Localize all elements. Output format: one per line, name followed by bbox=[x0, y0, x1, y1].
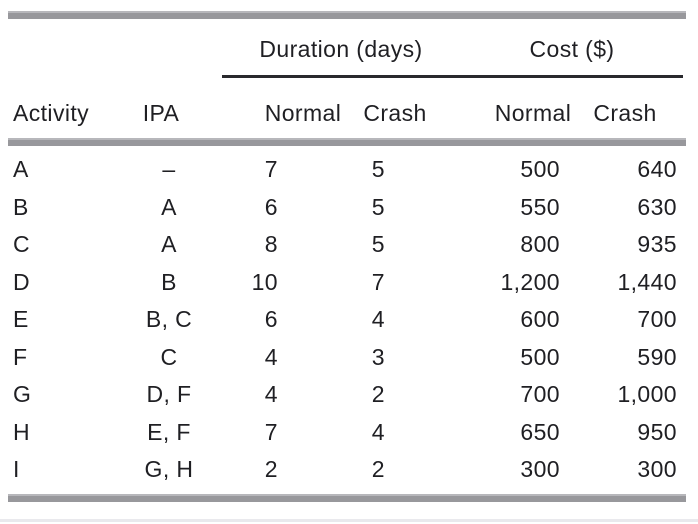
table-row: D B 10 7 1,200 1,440 bbox=[13, 264, 677, 302]
group-header-cost: Cost ($) bbox=[529, 36, 615, 62]
cell-ipa: E, F bbox=[147, 418, 191, 445]
table-bottom-rule bbox=[8, 494, 686, 502]
cell-cost-crash: 590 bbox=[637, 343, 677, 370]
column-header-ipa: IPA bbox=[142, 100, 180, 126]
cell-duration-crash: 5 bbox=[371, 156, 385, 182]
cell-ipa: B, C bbox=[145, 306, 193, 332]
table-row: C A 8 5 800 935 bbox=[13, 226, 677, 264]
column-header-activity: Activity bbox=[13, 100, 90, 126]
table-body: A – 7 5 500 640 B A 6 5 550 630 C A 8 5 … bbox=[13, 151, 677, 489]
cell-activity: D bbox=[13, 268, 31, 295]
table-row: F C 4 3 500 590 bbox=[13, 339, 677, 377]
table-row: A – 7 5 500 640 bbox=[13, 151, 677, 189]
cell-activity: C bbox=[13, 231, 31, 257]
column-header-cost-normal: Normal bbox=[494, 100, 572, 126]
cell-duration-crash: 4 bbox=[371, 306, 385, 332]
cell-duration-crash: 5 bbox=[371, 231, 385, 257]
cell-activity: I bbox=[13, 456, 20, 482]
column-header-cost-crash: Crash bbox=[593, 100, 657, 126]
cell-activity: E bbox=[13, 306, 29, 332]
cell-cost-crash: 630 bbox=[637, 193, 677, 220]
cell-duration-crash: 3 bbox=[371, 343, 385, 370]
cell-cost-normal: 300 bbox=[520, 456, 560, 482]
cell-ipa: A bbox=[161, 193, 177, 220]
cell-activity: B bbox=[13, 193, 29, 220]
cell-duration-normal: 8 bbox=[264, 231, 278, 257]
cell-duration-crash: 7 bbox=[371, 268, 385, 295]
column-header-duration-normal: Normal bbox=[264, 100, 342, 126]
column-header-duration-crash: Crash bbox=[363, 100, 427, 126]
cell-ipa: D, F bbox=[146, 381, 192, 407]
cell-activity: H bbox=[13, 418, 31, 445]
table-top-rule bbox=[8, 11, 686, 19]
page-edge-line bbox=[0, 519, 698, 522]
cell-cost-crash: 300 bbox=[637, 456, 677, 482]
cell-cost-normal: 600 bbox=[520, 306, 560, 332]
cell-cost-normal: 1,200 bbox=[500, 268, 560, 295]
table-row: E B, C 6 4 600 700 bbox=[13, 301, 677, 339]
cell-cost-normal: 500 bbox=[520, 343, 560, 370]
cell-duration-crash: 2 bbox=[371, 381, 385, 407]
cell-ipa: B bbox=[161, 268, 177, 295]
cell-duration-crash: 4 bbox=[371, 418, 385, 445]
cell-duration-normal: 6 bbox=[264, 193, 278, 220]
cell-cost-crash: 640 bbox=[637, 156, 677, 182]
header-separator-rule bbox=[8, 138, 686, 146]
cell-cost-normal: 550 bbox=[520, 193, 560, 220]
cell-cost-normal: 700 bbox=[520, 381, 560, 407]
cell-activity: G bbox=[13, 381, 32, 407]
table-row: H E, F 7 4 650 950 bbox=[13, 414, 677, 452]
cell-cost-crash: 1,000 bbox=[617, 381, 677, 407]
cell-duration-crash: 5 bbox=[371, 193, 385, 220]
cell-duration-normal: 7 bbox=[264, 156, 278, 182]
cell-duration-normal: 6 bbox=[264, 306, 278, 332]
cell-duration-normal: 7 bbox=[264, 418, 278, 445]
cell-activity: A bbox=[13, 156, 29, 182]
cell-duration-crash: 2 bbox=[371, 456, 385, 482]
table-row: B A 6 5 550 630 bbox=[13, 189, 677, 227]
cell-cost-normal: 650 bbox=[520, 418, 560, 445]
cell-ipa: G, H bbox=[144, 456, 194, 482]
cell-cost-crash: 1,440 bbox=[617, 268, 677, 295]
cell-duration-normal: 4 bbox=[264, 381, 278, 407]
cell-duration-normal: 2 bbox=[264, 456, 278, 482]
cell-cost-normal: 500 bbox=[520, 156, 560, 182]
cell-duration-normal: 4 bbox=[264, 343, 278, 370]
cell-ipa: – bbox=[162, 156, 176, 182]
cell-duration-normal: 10 bbox=[251, 268, 278, 295]
cell-cost-crash: 700 bbox=[637, 306, 677, 332]
cell-cost-crash: 950 bbox=[637, 418, 677, 445]
group-header-underline bbox=[222, 75, 683, 78]
cell-ipa: C bbox=[160, 343, 178, 370]
table-row: I G, H 2 2 300 300 bbox=[13, 451, 677, 489]
table-row: G D, F 4 2 700 1,000 bbox=[13, 376, 677, 414]
cell-cost-crash: 935 bbox=[637, 231, 677, 257]
cell-ipa: A bbox=[161, 231, 177, 257]
cell-activity: F bbox=[13, 343, 28, 370]
cell-cost-normal: 800 bbox=[520, 231, 560, 257]
group-header-duration: Duration (days) bbox=[259, 36, 423, 62]
